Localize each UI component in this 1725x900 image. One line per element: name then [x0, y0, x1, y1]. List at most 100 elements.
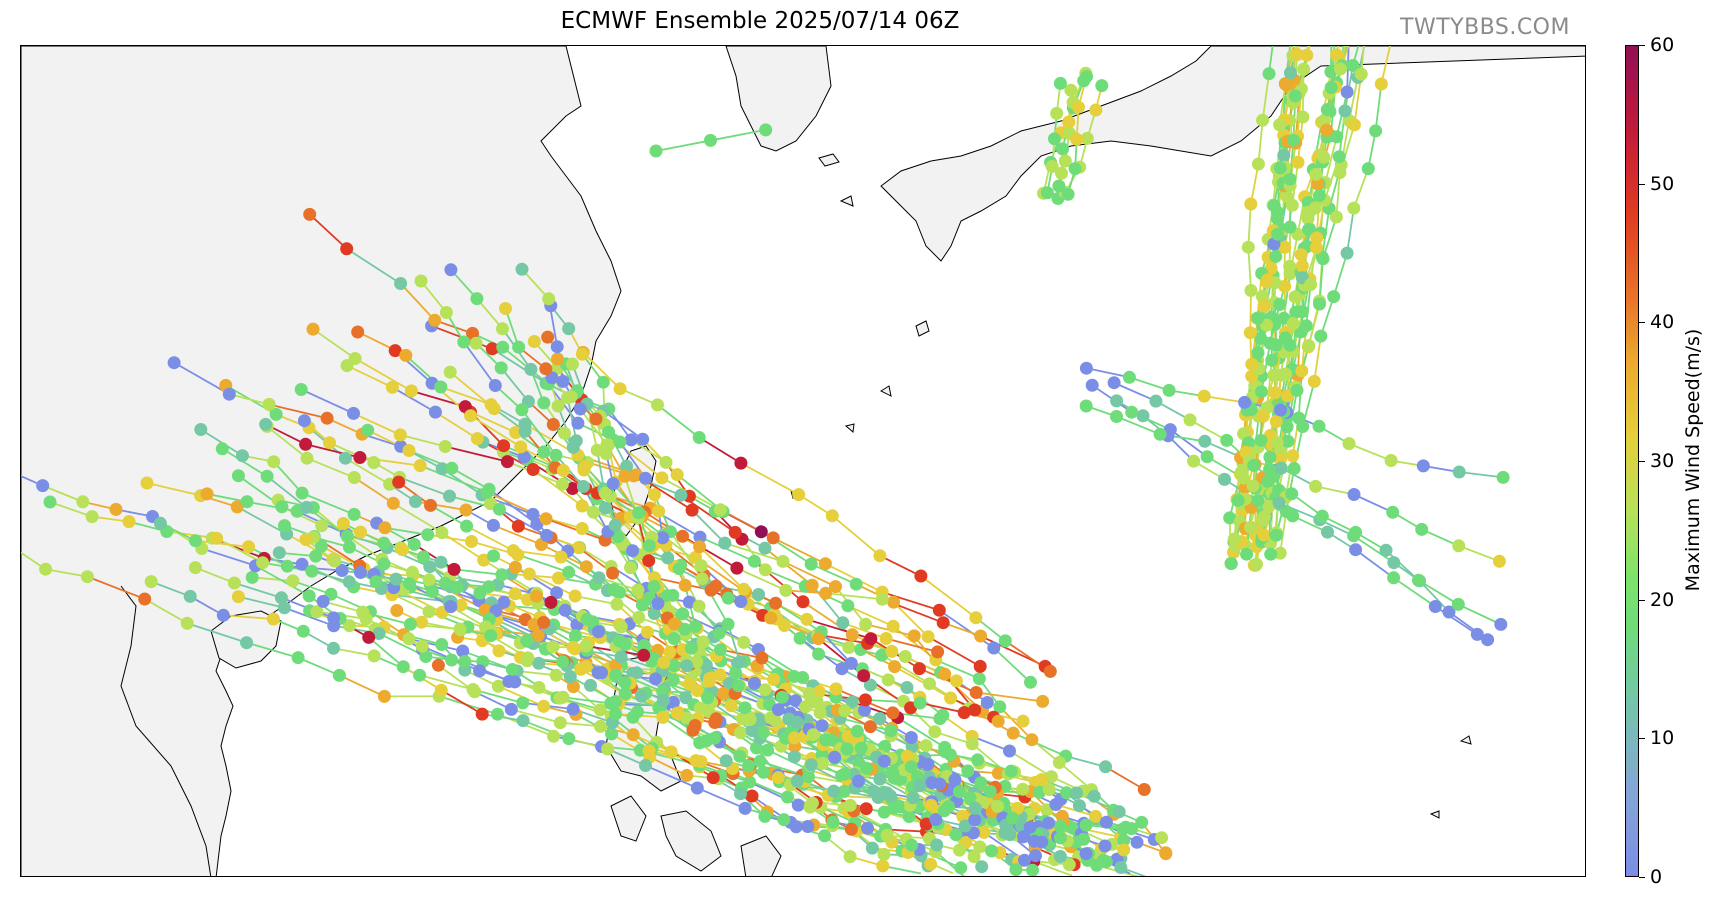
track-point: [377, 689, 391, 703]
track-point: [1117, 833, 1131, 847]
track-segment: [273, 461, 303, 494]
track-point: [977, 825, 991, 839]
track-point: [828, 750, 842, 764]
track-point: [836, 616, 850, 630]
track-point: [1251, 346, 1265, 360]
track-point: [1304, 278, 1318, 291]
track-point: [530, 589, 544, 603]
track-point: [1442, 605, 1456, 619]
track-point: [610, 597, 624, 611]
track-point: [1080, 70, 1093, 84]
track-point: [1040, 186, 1054, 200]
track-point: [818, 829, 832, 843]
track-point: [1288, 290, 1302, 304]
track-point: [1283, 220, 1297, 234]
track-point: [1452, 465, 1466, 479]
track-point: [971, 753, 985, 767]
track-point: [843, 798, 857, 812]
track-segment: [1189, 419, 1228, 442]
track-point: [819, 586, 833, 600]
track-point: [704, 133, 717, 147]
track-segment: [825, 592, 883, 601]
track-point: [813, 706, 827, 720]
track-point: [902, 810, 916, 823]
track-point: [1277, 148, 1291, 162]
track-point: [450, 581, 464, 594]
track-segment: [720, 648, 763, 659]
track-point: [372, 627, 386, 640]
track-point: [1187, 454, 1201, 468]
track-point: [1110, 394, 1124, 408]
track-point: [1112, 805, 1126, 819]
track-point: [1044, 770, 1058, 784]
track-point: [1053, 831, 1067, 845]
track-point: [403, 617, 417, 631]
track-point: [664, 745, 678, 759]
track-point: [886, 766, 900, 780]
track-point: [497, 595, 511, 609]
track-point: [972, 672, 986, 686]
track-point: [566, 680, 580, 694]
track-segment: [1296, 46, 1300, 55]
track-point: [488, 379, 502, 392]
track-segment: [252, 576, 293, 582]
track-point: [1274, 403, 1288, 417]
track-point: [269, 407, 283, 421]
track-point: [409, 495, 422, 508]
track-point: [1050, 106, 1064, 120]
track-point: [1096, 853, 1110, 867]
track-point: [428, 313, 442, 327]
track-point: [642, 554, 656, 568]
track-point: [1384, 454, 1398, 467]
track-point: [1085, 378, 1099, 392]
track-point: [1270, 436, 1284, 450]
track-point: [327, 641, 340, 655]
track-point: [674, 488, 688, 502]
track-point: [595, 666, 609, 680]
track-segment: [1459, 471, 1504, 479]
track-point: [758, 809, 772, 823]
track-point: [242, 540, 256, 554]
track-point: [974, 776, 988, 790]
track-segment: [1009, 750, 1052, 778]
track-point: [692, 431, 706, 444]
track-point: [1354, 67, 1368, 81]
track-point: [756, 725, 770, 739]
track-segment: [434, 411, 478, 440]
track-point: [649, 144, 663, 158]
track-segment: [736, 567, 787, 592]
track-point: [1236, 471, 1250, 485]
track-point: [849, 577, 863, 591]
track-point: [425, 585, 439, 599]
track-point: [516, 696, 530, 710]
track-segment: [598, 576, 639, 591]
track-point: [985, 844, 998, 858]
track-point: [818, 557, 832, 571]
track-segment: [897, 716, 946, 749]
track-point: [1087, 789, 1101, 803]
track-point: [1035, 835, 1049, 849]
track-point: [554, 550, 568, 564]
track-point: [1251, 157, 1265, 171]
track-point: [1016, 714, 1030, 728]
track-point: [1281, 434, 1295, 448]
track-point: [222, 387, 236, 401]
track-point: [1269, 528, 1283, 542]
track-point: [537, 615, 551, 629]
track-point: [1257, 510, 1271, 524]
track-segment: [732, 772, 788, 798]
track-point: [777, 813, 791, 827]
track-point: [639, 471, 652, 485]
track-point: [661, 551, 675, 565]
track-point: [775, 690, 789, 704]
track-segment: [831, 515, 881, 557]
track-point: [657, 656, 671, 669]
track-point: [657, 693, 670, 707]
track-point: [1290, 48, 1304, 61]
track-segment: [441, 531, 485, 561]
track-point: [511, 519, 525, 533]
track-point: [564, 390, 578, 404]
track-point: [1327, 290, 1341, 304]
track-point: [572, 541, 585, 555]
track-point: [1244, 197, 1258, 211]
